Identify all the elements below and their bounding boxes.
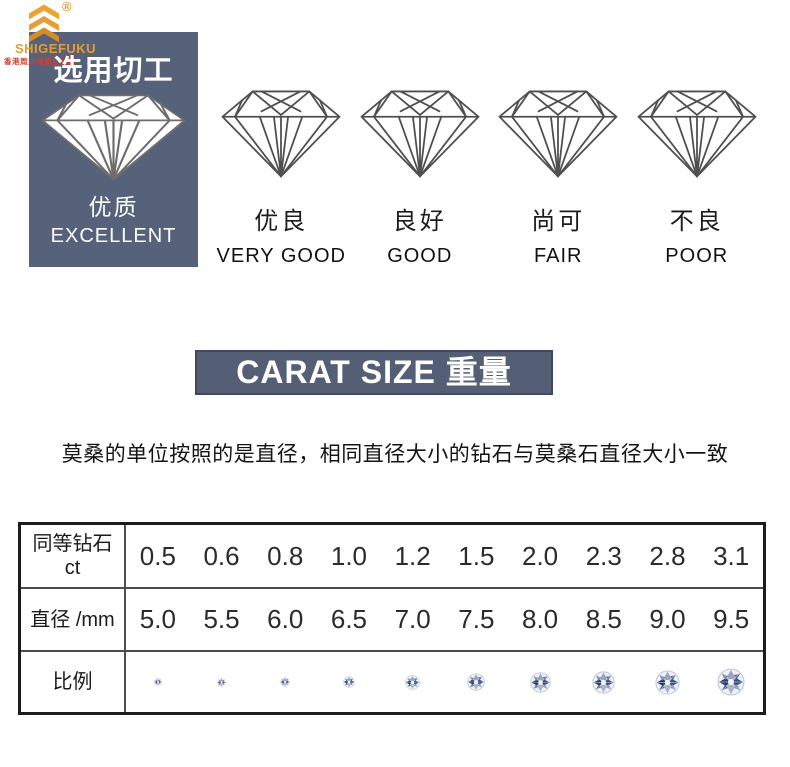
excellent-cut-panel: 选用切工 优质 EXCELLENT: [29, 32, 198, 267]
carat-value: 0.8: [267, 540, 304, 571]
carat-description: 莫桑的单位按照的是直径，相同直径大小的钻石与莫桑石直径大小一致: [61, 443, 729, 466]
grade-label-cn: 优良: [254, 208, 309, 235]
carat-value: 1.0: [330, 540, 368, 571]
carat-value: 1.5: [458, 540, 495, 571]
scale-cells: [126, 652, 763, 712]
carat-value: 2.8: [649, 540, 686, 571]
grade-label-en: GOOD: [387, 245, 453, 267]
grade-label-cn: 良好: [392, 208, 447, 235]
diamond-wireframe-icon: [360, 90, 480, 178]
grade-very-good: 优良 VERY GOOD: [212, 86, 351, 268]
diamond-wireframe-icon: [498, 90, 618, 178]
carat-value: 2.3: [585, 540, 622, 571]
table-row-carat: 同等钻石 ct 0.5 0.6 0.8 1.0 1.2 1.5 2.0 2.3 …: [21, 525, 763, 589]
carat-cells: 0.5 0.6 0.8 1.0 1.2 1.5 2.0 2.3 2.8 3.1: [126, 525, 763, 587]
grade-label-en: VERY GOOD: [216, 245, 346, 267]
diameter-value: 8.5: [585, 604, 622, 634]
table-row-scale: 比例: [21, 652, 763, 712]
brand-tagline: 香港周六福黄金钻石: [4, 57, 76, 66]
diamond-wireframe-icon: [221, 90, 341, 178]
diameter-value: 7.0: [394, 604, 431, 634]
carat-value: 2.0: [521, 540, 559, 571]
scale-gem-cell: [636, 652, 700, 712]
diameter-value: 9.5: [713, 604, 750, 634]
excellent-diamond-illustration: [41, 94, 186, 181]
row-header-diameter: 直径 /mm: [21, 589, 126, 650]
gem-icon: [529, 671, 551, 693]
row-header-carat: 同等钻石 ct: [21, 525, 126, 587]
brand-logo: ® SHIGEFUKU 香港周六福黄金钻石: [0, 0, 210, 70]
carat-size-table: 同等钻石 ct 0.5 0.6 0.8 1.0 1.2 1.5 2.0 2.3 …: [18, 522, 766, 715]
brand-name: SHIGEFUKU: [15, 41, 97, 56]
gem-icon: [655, 669, 680, 695]
scale-gem-cell: [126, 652, 190, 712]
scale-gem-cell: [572, 652, 636, 712]
grade-good: 良好 GOOD: [351, 86, 490, 268]
registered-mark-icon: ®: [62, 0, 72, 14]
gem-icon: [280, 677, 291, 687]
carat-size-banner: CARAT SIZE 重量: [195, 350, 553, 395]
carat-value: 0.5: [139, 540, 176, 571]
grade-excellent-en: EXCELLENT: [50, 225, 177, 247]
carat-value: 1.2: [394, 540, 431, 571]
grade-poor: 不良 POOR: [628, 86, 767, 268]
scale-gem-cell: [699, 652, 763, 712]
diameter-value: 8.0: [521, 604, 559, 634]
scale-gem-cell: [190, 652, 254, 712]
grade-label-cn: 不良: [669, 208, 724, 235]
gem-icon: [717, 668, 745, 696]
scale-gem-cell: [445, 652, 509, 712]
grade-excellent-cn: 优质: [88, 194, 139, 220]
row-header-scale: 比例: [21, 652, 126, 712]
scale-gem-cell: [381, 652, 445, 712]
carat-value: 3.1: [713, 540, 750, 571]
diameter-cells: 5.0 5.5 6.0 6.5 7.0 7.5 8.0 8.5 9.0 9.5: [126, 589, 763, 650]
grade-label-en: FAIR: [534, 245, 583, 267]
diameter-value: 6.5: [330, 604, 368, 634]
diameter-value: 6.0: [267, 604, 304, 634]
cut-section-title: 选用切工: [53, 55, 174, 87]
diamond-wireframe-icon: [637, 90, 757, 178]
diameter-value: 9.0: [649, 604, 686, 634]
diameter-value: 5.0: [139, 604, 176, 634]
brand-s-icon: [29, 4, 59, 43]
row-header-carat-line1: 同等钻石: [32, 533, 113, 555]
diameter-value: 5.5: [203, 604, 240, 634]
row-header-carat-line2: ct: [64, 557, 81, 579]
gem-icon: [405, 674, 420, 690]
gem-icon: [592, 670, 615, 694]
grade-label-cn: 尚可: [531, 208, 586, 235]
scale-gem-cell: [253, 652, 317, 712]
gem-icon: [217, 677, 226, 687]
diameter-value: 7.5: [458, 604, 495, 634]
gem-icon: [153, 678, 162, 686]
scale-gem-cell: [317, 652, 381, 712]
grade-label-en: POOR: [665, 245, 729, 267]
gem-icon: [343, 676, 355, 688]
gem-icon: [467, 673, 486, 691]
cut-grade-row: 优良 VERY GOOD 良好 GOOD 尚可 FAIR 不良 POOR: [212, 86, 766, 268]
scale-gem-cell: [508, 652, 572, 712]
table-row-diameter: 直径 /mm 5.0 5.5 6.0 6.5 7.0 7.5 8.0 8.5 9…: [21, 589, 763, 652]
grade-fair: 尚可 FAIR: [489, 86, 628, 268]
carat-value: 0.6: [203, 540, 240, 571]
